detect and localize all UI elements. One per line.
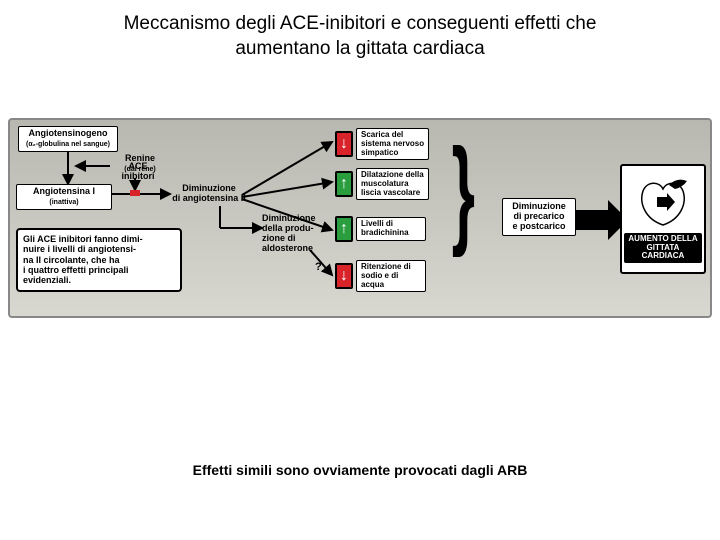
down-arrow-icon: ↓ (335, 263, 353, 289)
up-arrow-icon: ↑ (335, 216, 353, 242)
effect-0-label: Scarica del sistema nervoso simpatico (356, 128, 429, 160)
effect-3: ↓ Ritenzione di sodio e di acqua (335, 260, 426, 292)
heart-caption: AUMENTO DELLA GITTATA CARDIACA (624, 233, 701, 263)
node-angiotensinogen: Angiotensinogeno (α₂-globulina nel sangu… (18, 126, 118, 152)
node-ace-inhibitori: ACE inibitori (116, 162, 160, 182)
effect-1-label: Dilatazione della muscolatura liscia vas… (356, 168, 429, 200)
down-arrow-icon: ↓ (335, 131, 353, 157)
outcome-label: Diminuzione di precarico e postcarico (502, 198, 576, 236)
svg-text:?: ? (315, 261, 322, 273)
effect-2-label: Livelli di bradichinina (356, 217, 426, 241)
node-diminuzione-aldo: Diminuzione della produ- zione di aldost… (262, 214, 324, 254)
up-arrow-icon: ↑ (335, 171, 353, 197)
effect-3-label: Ritenzione di sodio e di acqua (356, 260, 426, 292)
angiotensinogen-label: Angiotensinogeno (29, 128, 108, 138)
brace-icon: } (452, 134, 475, 248)
effect-1: ↑ Dilatazione della muscolatura liscia v… (335, 168, 429, 200)
node-diminuzione-ang2: Diminuzione di angiotensina II (170, 184, 248, 204)
angiotensinogen-sub: (α₂-globulina nel sangue) (26, 141, 110, 148)
angiotensin1-label: Angiotensina I (33, 186, 95, 196)
angiotensin1-sub: (inattiva) (49, 199, 78, 206)
node-angiotensin1: Angiotensina I (inattiva) (16, 184, 112, 210)
diagram-panel: ? Angiotensinogeno (α₂-globulina nel san… (8, 118, 712, 318)
footer-text: Effetti simili sono ovviamente provocati… (0, 462, 720, 478)
page-title: Meccanismo degli ACE-inibitori e consegu… (0, 0, 720, 69)
heart-box: AUMENTO DELLA GITTATA CARDIACA (620, 164, 706, 274)
effect-0: ↓ Scarica del sistema nervoso simpatico (335, 128, 429, 160)
effect-2: ↑ Livelli di bradichinina (335, 216, 426, 242)
info-box: Gli ACE inibitori fanno dimi- nuire i li… (16, 228, 182, 292)
heart-icon (633, 175, 693, 229)
